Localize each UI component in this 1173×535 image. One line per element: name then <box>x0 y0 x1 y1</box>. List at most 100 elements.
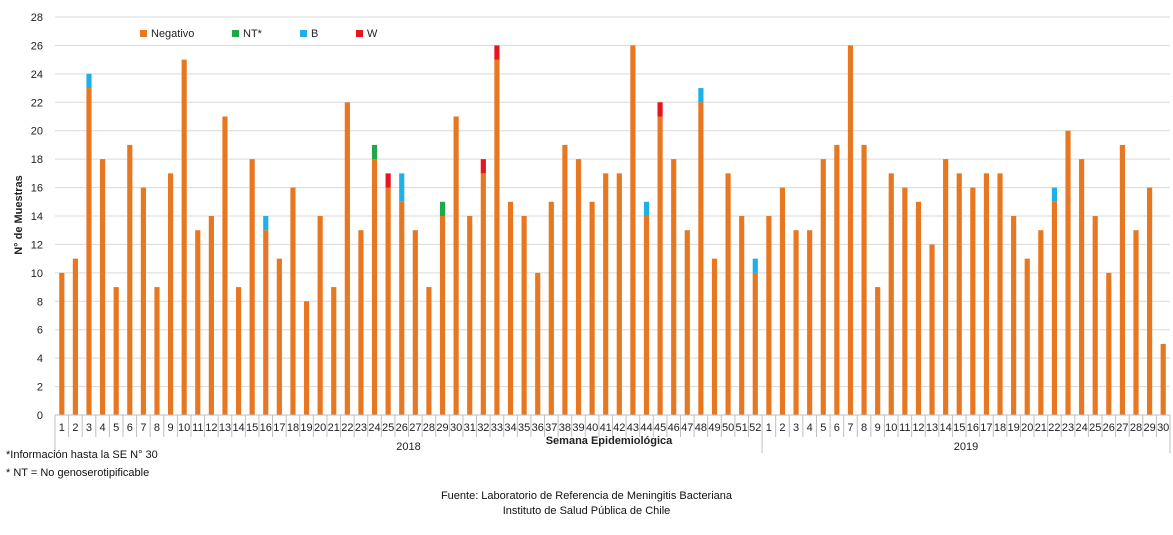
x-tick-label: 26 <box>1103 422 1115 434</box>
x-tick-label: 32 <box>477 422 489 434</box>
x-tick-label: 10 <box>885 422 897 434</box>
bar-negativo-12 <box>208 216 214 415</box>
x-tick-label: 42 <box>613 422 625 434</box>
bar-negativo-13 <box>222 116 228 415</box>
x-tick-label: 14 <box>232 422 244 434</box>
bar-negativo-4 <box>100 159 106 415</box>
x-tick-label: 9 <box>168 422 174 434</box>
bar-negativo-45 <box>657 116 663 415</box>
bar-negativo-56 <box>807 230 813 415</box>
x-tick-label: 15 <box>953 422 965 434</box>
bar-w-33 <box>494 45 500 60</box>
x-tick-label: 4 <box>100 422 106 434</box>
y-tick-label: 0 <box>37 410 43 422</box>
bar-negativo-2 <box>72 258 78 415</box>
x-tick-label: 17 <box>980 422 992 434</box>
bar-negativo-81 <box>1147 187 1153 415</box>
x-tick-label: 16 <box>967 422 979 434</box>
x-tick-label: 6 <box>834 422 840 434</box>
x-tick-label: 44 <box>640 422 652 434</box>
bar-b-44 <box>643 201 650 216</box>
source-line-2: Instituto de Salud Pública de Chile <box>502 505 671 517</box>
x-tick-label: 47 <box>681 422 693 434</box>
x-tick-label: 52 <box>749 422 761 434</box>
bar-negativo-1 <box>59 272 65 415</box>
bar-negativo-50 <box>725 173 731 415</box>
x-tick-label: 8 <box>861 422 867 434</box>
y-tick-label: 26 <box>31 40 43 52</box>
bar-negativo-34 <box>507 201 514 415</box>
bar-negativo-76 <box>1079 159 1085 415</box>
bar-negativo-30 <box>453 116 459 415</box>
x-tick-label: 51 <box>736 422 748 434</box>
x-tick-label: 38 <box>559 422 571 434</box>
bar-negativo-21 <box>331 287 337 415</box>
group-label-2018: 2018 <box>396 441 420 453</box>
legend-label: W <box>367 28 378 40</box>
x-tick-label: 37 <box>545 422 557 434</box>
bar-negativo-24 <box>371 159 378 415</box>
legend-label: B <box>311 28 318 40</box>
x-tick-label: 11 <box>899 422 910 434</box>
x-tick-label: 8 <box>154 422 160 434</box>
x-tick-label: 12 <box>205 422 217 434</box>
x-tick-label: 1 <box>59 422 65 434</box>
x-tick-label: 20 <box>1021 422 1033 434</box>
x-tick-label: 25 <box>1089 422 1101 434</box>
bar-b-16 <box>263 216 269 231</box>
y-tick-label: 24 <box>31 69 43 81</box>
bars <box>59 45 1166 416</box>
source-line-1: Fuente: Laboratorio de Referencia de Men… <box>440 490 733 502</box>
bar-negativo-42 <box>616 173 622 415</box>
bar-negativo-47 <box>684 230 690 415</box>
legend: Negativo NT* B W <box>140 28 378 40</box>
x-tick-label: 24 <box>1075 422 1087 434</box>
x-tick-label: 48 <box>695 422 707 434</box>
x-tick-label: 13 <box>926 422 938 434</box>
bar-w-32 <box>480 159 486 174</box>
bar-w-25 <box>385 173 391 188</box>
bar-negativo-40 <box>589 201 595 415</box>
bar-negativo-71 <box>1011 216 1017 415</box>
x-tick-label: 49 <box>708 422 720 434</box>
bar-negativo-14 <box>235 287 242 415</box>
y-tick-label: 22 <box>31 97 43 109</box>
x-tick-label: 1 <box>766 422 772 434</box>
bar-b-3 <box>86 73 92 89</box>
x-tick-label: 17 <box>273 422 285 434</box>
x-tick-label: 20 <box>314 422 326 434</box>
bar-negativo-79 <box>1119 144 1125 415</box>
bar-negativo-55 <box>793 230 799 415</box>
group-label-2019: 2019 <box>954 441 978 453</box>
y-tick-label: 28 <box>31 12 43 24</box>
bar-negativo-43 <box>630 45 636 416</box>
bar-negativo-39 <box>575 159 582 415</box>
bar-negativo-41 <box>603 173 609 415</box>
bar-negativo-64 <box>915 201 922 415</box>
bar-negativo-49 <box>711 258 718 415</box>
x-tick-label: 6 <box>127 422 133 434</box>
x-tick-label: 31 <box>464 422 476 434</box>
x-tick-label: 16 <box>260 422 272 434</box>
bar-b-74 <box>1051 187 1058 202</box>
bar-nt-29 <box>439 201 446 216</box>
x-tick-label: 22 <box>341 422 353 434</box>
bar-negativo-28 <box>426 287 432 415</box>
legend-swatch-negativo <box>140 30 147 37</box>
footnote-info: *Información hasta la SE N° 30 <box>6 449 158 461</box>
bar-negativo-35 <box>521 216 527 415</box>
bar-negativo-78 <box>1106 272 1112 415</box>
x-tick-label: 18 <box>287 422 299 434</box>
bar-negativo-48 <box>698 102 704 416</box>
y-tick-label: 4 <box>37 353 43 365</box>
bar-negativo-20 <box>317 216 323 415</box>
y-tick-label: 16 <box>31 183 43 195</box>
bar-negativo-61 <box>875 287 881 415</box>
bar-negativo-72 <box>1024 258 1030 415</box>
bar-negativo-5 <box>113 287 119 415</box>
x-tick-label: 18 <box>994 422 1006 434</box>
x-tick-label: 24 <box>368 422 380 434</box>
legend-swatch-nt <box>232 30 239 37</box>
bar-negativo-54 <box>779 187 786 415</box>
bar-negativo-73 <box>1038 230 1044 415</box>
